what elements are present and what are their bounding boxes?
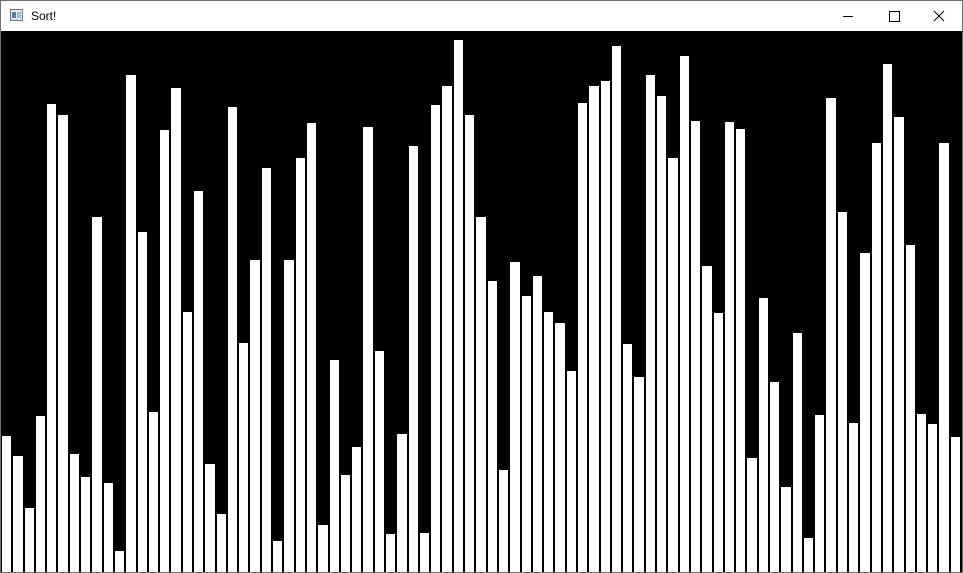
sort-bar <box>521 295 532 572</box>
minimize-icon <box>843 16 853 17</box>
sort-bar <box>532 275 543 572</box>
sort-bar <box>509 261 521 572</box>
sort-bar <box>80 476 91 572</box>
sort-bar <box>656 95 667 572</box>
sort-bar <box>12 455 24 572</box>
app-window-icon <box>10 9 23 21</box>
sort-bar <box>950 436 961 572</box>
sort-bar <box>780 486 792 572</box>
sort-bar <box>329 359 340 572</box>
sort-bar <box>588 85 600 572</box>
sort-bar <box>927 423 938 572</box>
sort-bar <box>69 453 80 572</box>
sort-bar <box>837 211 848 572</box>
sort-bar <box>430 104 441 572</box>
sort-bar <box>46 103 57 572</box>
sort-bar <box>893 116 905 572</box>
sort-bar <box>216 513 227 572</box>
sort-bar <box>577 102 588 572</box>
sort-bar <box>916 413 927 572</box>
sort-bar <box>554 322 566 572</box>
sort-bar <box>125 74 137 572</box>
sort-bar <box>622 343 633 572</box>
sort-bar <box>340 474 351 572</box>
sort-bar <box>566 370 577 572</box>
sort-bar <box>701 265 713 572</box>
sort-bar <box>148 411 159 572</box>
sort-bar <box>441 85 453 572</box>
sort-bar <box>351 446 362 572</box>
sort-bar <box>792 332 803 572</box>
sort-bar <box>182 311 193 572</box>
maximize-button[interactable] <box>871 1 917 31</box>
sort-bar <box>825 97 837 572</box>
sort-bar <box>453 39 464 572</box>
sort-bar <box>814 414 825 572</box>
sort-bar <box>193 190 204 572</box>
sort-bar <box>385 533 396 572</box>
bars-svg <box>1 39 961 572</box>
minimize-button[interactable] <box>825 1 871 31</box>
sort-bar <box>713 312 724 572</box>
sort-bar <box>498 469 509 572</box>
sort-bar <box>882 63 893 572</box>
sort-bar <box>611 45 622 572</box>
sort-bar <box>769 381 780 572</box>
sort-bar <box>543 311 554 572</box>
maximize-icon <box>889 11 900 22</box>
sort-bar <box>746 457 758 572</box>
sort-bar <box>159 129 170 572</box>
sort-bar <box>487 280 498 572</box>
sort-bar <box>475 216 487 572</box>
sort-bar <box>408 145 419 572</box>
sort-bar <box>249 259 261 572</box>
sort-bar <box>204 463 216 572</box>
window-title: Sort! <box>31 9 57 23</box>
sort-bar <box>724 121 735 572</box>
close-button[interactable] <box>916 1 962 31</box>
sort-bar <box>667 157 679 572</box>
sort-bar <box>57 114 69 572</box>
sort-bar <box>272 540 283 572</box>
sort-visualization-canvas <box>1 31 962 572</box>
sort-bar <box>227 106 238 572</box>
sort-bar <box>170 87 182 572</box>
sort-bar <box>690 120 701 572</box>
sort-bar <box>396 433 408 572</box>
sort-bar <box>374 350 385 572</box>
sort-bar <box>735 128 746 572</box>
sort-bar <box>905 244 916 572</box>
sort-bar <box>871 142 882 572</box>
close-icon <box>933 10 945 22</box>
sort-bar <box>645 74 656 572</box>
sort-bar <box>859 252 871 572</box>
sort-bar <box>362 126 374 572</box>
sort-bar <box>103 482 114 572</box>
sort-bar <box>91 216 103 572</box>
sort-bar <box>295 157 306 572</box>
sort-bar <box>464 114 475 572</box>
sort-bar <box>419 532 430 572</box>
sort-bar <box>848 422 859 572</box>
sort-bar <box>137 231 148 572</box>
sort-bar <box>261 167 272 572</box>
sort-bar <box>317 524 329 572</box>
sort-bar <box>24 507 35 572</box>
sort-bar <box>600 80 611 572</box>
sort-bar <box>238 342 249 572</box>
sort-bar <box>1 435 12 572</box>
sort-bar <box>114 550 125 572</box>
sort-bar <box>283 259 295 572</box>
sort-bar <box>633 376 645 572</box>
title-bar[interactable]: Sort! <box>1 1 962 31</box>
sort-bar <box>803 537 814 572</box>
sort-bar <box>35 415 46 572</box>
sort-bar <box>679 55 690 572</box>
sort-bar <box>938 142 950 572</box>
sort-bar <box>758 297 769 572</box>
sort-bar <box>306 122 317 572</box>
